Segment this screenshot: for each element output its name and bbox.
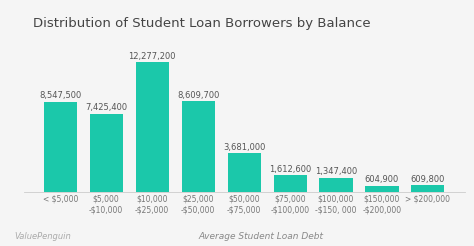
Bar [365, 185, 399, 192]
Bar [136, 62, 169, 192]
Text: Average Student Loan Debt: Average Student Loan Debt [198, 232, 323, 241]
Text: 1,347,400: 1,347,400 [315, 168, 357, 176]
Bar [411, 185, 445, 192]
Bar [228, 153, 261, 192]
Text: 7,425,400: 7,425,400 [85, 103, 128, 112]
Text: Distribution of Student Loan Borrowers by Balance: Distribution of Student Loan Borrowers b… [33, 17, 371, 30]
Text: 609,800: 609,800 [411, 175, 445, 184]
Bar [90, 114, 123, 192]
Bar [319, 178, 353, 192]
Bar [44, 102, 77, 192]
Text: 604,900: 604,900 [365, 175, 399, 184]
Text: 12,277,200: 12,277,200 [128, 52, 176, 61]
Bar [273, 175, 307, 192]
Text: 3,681,000: 3,681,000 [223, 143, 265, 152]
Text: 8,547,500: 8,547,500 [39, 92, 82, 101]
Text: 8,609,700: 8,609,700 [177, 91, 219, 100]
Text: ValuePenguin: ValuePenguin [14, 232, 71, 241]
Text: 1,612,600: 1,612,600 [269, 165, 311, 174]
Bar [182, 101, 215, 192]
